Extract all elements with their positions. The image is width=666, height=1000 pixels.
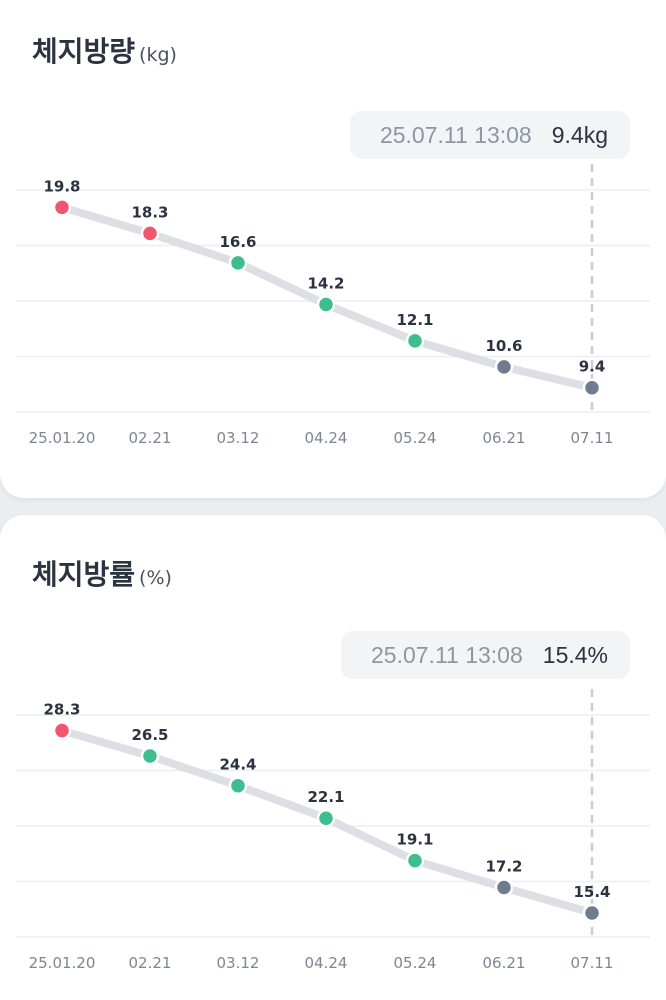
fat-mass-card: 체지방량 (kg) 25.07.11 13:08 9.4kg 19.8 18.3 16… bbox=[0, 0, 666, 498]
data-point bbox=[140, 746, 160, 766]
data-label: 22.1 bbox=[307, 788, 344, 806]
x-tick-label: 07.11 bbox=[571, 429, 614, 447]
x-tick-label: 05.24 bbox=[394, 429, 437, 447]
data-label: 16.6 bbox=[219, 233, 256, 251]
fat-mass-chart[interactable]: 19.8 18.3 16.6 14.2 12.1 10.6 9.4 25.01.20 02.21… bbox=[0, 160, 666, 460]
x-tick-label: 05.24 bbox=[394, 954, 437, 972]
data-point bbox=[582, 378, 602, 397]
x-tick-label: 25.01.20 bbox=[29, 429, 96, 447]
x-tick-label: 25.01.20 bbox=[29, 954, 96, 972]
data-label: 9.4 bbox=[579, 358, 606, 376]
data-label: 24.4 bbox=[219, 756, 256, 774]
fat-mass-title: 체지방량 (kg) bbox=[32, 30, 177, 70]
data-point bbox=[228, 776, 248, 795]
fat-mass-tooltip-date: 25.07.11 13:08 bbox=[379, 121, 532, 148]
data-point bbox=[494, 878, 514, 897]
data-point bbox=[140, 224, 160, 243]
data-point bbox=[52, 198, 72, 217]
data-label: 10.6 bbox=[485, 337, 522, 355]
fat-mass-unit: (kg) bbox=[139, 44, 177, 66]
data-point bbox=[316, 295, 336, 314]
fat-pct-tooltip-date: 25.07.11 13:08 bbox=[371, 641, 523, 668]
data-point bbox=[405, 851, 425, 870]
fat-pct-card: 체지방률 (%) 25.07.11 13:08 15.4% 28.3 26.5 24.… bbox=[0, 515, 666, 1000]
x-tick-label: 04.24 bbox=[305, 429, 348, 447]
x-tick-label: 02.21 bbox=[129, 429, 172, 447]
x-tick-label: 03.12 bbox=[217, 954, 260, 972]
x-tick-label: 06.21 bbox=[483, 429, 526, 447]
data-label: 26.5 bbox=[131, 726, 168, 744]
data-point bbox=[316, 808, 336, 828]
data-label: 19.8 bbox=[43, 177, 80, 195]
fat-pct-chart[interactable]: 28.3 26.5 24.4 22.1 19.1 17.2 15.4 25.01.20 02.2… bbox=[0, 685, 666, 985]
data-label: 15.4 bbox=[573, 883, 610, 901]
data-label: 12.1 bbox=[396, 311, 433, 329]
x-tick-label: 06.21 bbox=[483, 954, 526, 972]
fat-pct-tooltip-value: 15.4% bbox=[542, 641, 608, 668]
data-label: 17.2 bbox=[485, 858, 522, 876]
data-point bbox=[52, 721, 72, 740]
data-label: 28.3 bbox=[43, 701, 80, 719]
data-label: 18.3 bbox=[131, 203, 168, 221]
fat-mass-title-text: 체지방량 bbox=[32, 35, 136, 68]
fat-pct-unit: (%) bbox=[139, 567, 172, 589]
x-tick-label: 07.11 bbox=[571, 954, 614, 972]
fat-pct-title: 체지방률 (%) bbox=[32, 553, 172, 593]
x-tick-label: 03.12 bbox=[217, 429, 260, 447]
x-tick-label: 04.24 bbox=[305, 954, 348, 972]
fat-pct-tooltip: 25.07.11 13:08 15.4% bbox=[341, 631, 630, 679]
x-tick-label: 02.21 bbox=[129, 954, 172, 972]
data-point bbox=[405, 331, 425, 351]
data-point bbox=[582, 903, 602, 923]
data-label: 14.2 bbox=[307, 274, 344, 292]
fat-pct-title-text: 체지방률 bbox=[32, 558, 136, 591]
data-point bbox=[494, 357, 514, 377]
fat-mass-tooltip-value: 9.4kg bbox=[551, 121, 608, 148]
data-label: 19.1 bbox=[396, 831, 433, 849]
fat-mass-tooltip: 25.07.11 13:08 9.4kg bbox=[349, 111, 630, 159]
data-point bbox=[228, 253, 248, 273]
